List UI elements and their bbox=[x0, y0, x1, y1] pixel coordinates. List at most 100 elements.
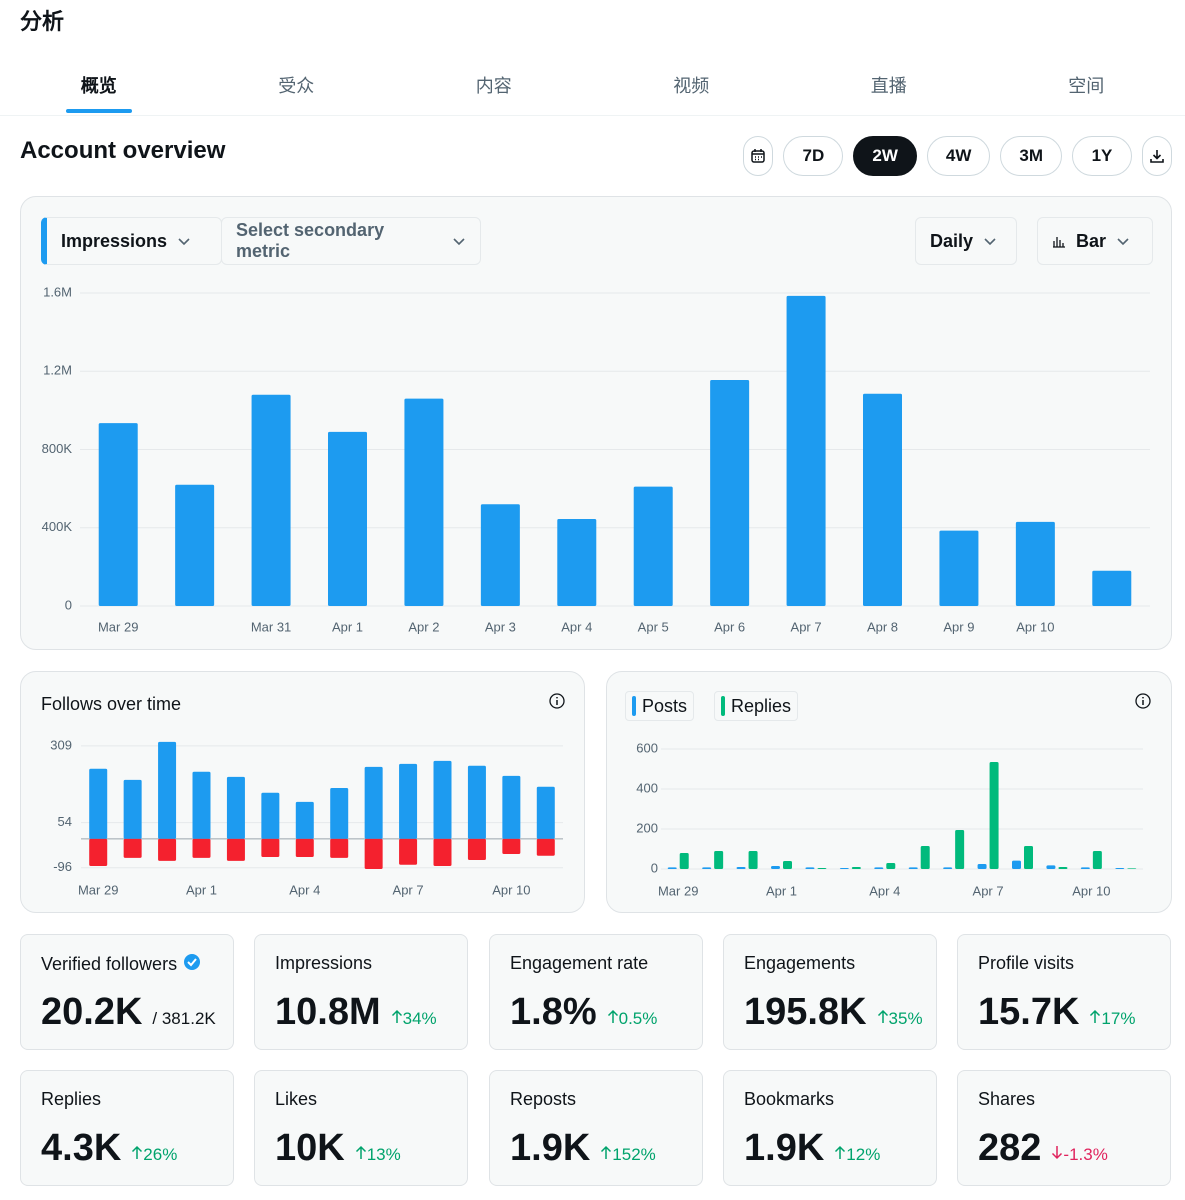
legend-item: Posts bbox=[625, 691, 695, 721]
card-label: Verified followers bbox=[41, 953, 201, 976]
change-arrow bbox=[1089, 1009, 1101, 1028]
card-value-row: 1.9K 12% bbox=[744, 1127, 880, 1170]
stat-card: Impressions 10.8M 34% bbox=[254, 934, 468, 1050]
change-arrow bbox=[1051, 1145, 1063, 1164]
card-value-row: 10.8M 34% bbox=[275, 991, 437, 1034]
stat-card: Reposts 1.9K 152% bbox=[489, 1070, 703, 1186]
change-value: 35% bbox=[888, 1009, 923, 1028]
card-value-row: 4.3K 26% bbox=[41, 1127, 177, 1170]
card-value-row: 282 -1.3% bbox=[978, 1127, 1108, 1170]
card-label-text: Replies bbox=[41, 1089, 102, 1109]
secondary-metric-dropdown[interactable]: Select secondary metric bbox=[221, 217, 481, 265]
card-change: 34% bbox=[391, 1009, 437, 1029]
card-label: Shares bbox=[978, 1089, 1035, 1110]
card-value-row: 1.8% 0.5% bbox=[510, 991, 657, 1034]
legend-item: Replies bbox=[714, 691, 799, 721]
card-change: 0.5% bbox=[607, 1009, 658, 1029]
stat-card: Profile visits 15.7K 17% bbox=[957, 934, 1171, 1050]
card-value: 20.2K bbox=[41, 991, 143, 1033]
range-button[interactable]: 3M bbox=[1000, 136, 1062, 176]
card-label-text: Impressions bbox=[275, 953, 373, 973]
card-change: 35% bbox=[877, 1009, 923, 1029]
change-value: 17% bbox=[1101, 1009, 1136, 1028]
stat-card: Verified followers 20.2K / 381.2K bbox=[20, 934, 234, 1050]
card-value-row: 15.7K 17% bbox=[978, 991, 1135, 1034]
card-label-text: Shares bbox=[978, 1089, 1036, 1109]
change-value: 34% bbox=[402, 1009, 437, 1028]
card-value: 1.9K bbox=[744, 1127, 825, 1169]
dropdown-label: Daily bbox=[930, 230, 974, 251]
stat-card: Bookmarks 1.9K 12% bbox=[723, 1070, 937, 1186]
card-label-text: Likes bbox=[275, 1089, 318, 1109]
card-label-text: Engagement rate bbox=[510, 953, 649, 973]
card-change: 12% bbox=[834, 1145, 880, 1165]
change-arrow bbox=[355, 1145, 367, 1164]
change-value: 0.5% bbox=[618, 1009, 658, 1028]
card-change: 13% bbox=[355, 1145, 401, 1165]
change-value: 152% bbox=[612, 1145, 656, 1164]
card-label: Engagement rate bbox=[510, 953, 648, 974]
change-value: 13% bbox=[366, 1145, 401, 1164]
stat-card: Engagements 195.8K 35% bbox=[723, 934, 937, 1050]
stat-card: Shares 282 -1.3% bbox=[957, 1070, 1171, 1186]
stat-card: Engagement rate 1.8% 0.5% bbox=[489, 934, 703, 1050]
interval-dropdown[interactable]: Daily bbox=[915, 217, 1017, 265]
card-value-row: 195.8K 35% bbox=[744, 991, 923, 1034]
tab[interactable]: 直播 bbox=[870, 76, 907, 96]
card-label: Engagements bbox=[744, 953, 855, 974]
dropdown-label: Impressions bbox=[61, 230, 168, 251]
legend-label: Replies bbox=[731, 695, 792, 716]
legend: Posts Replies bbox=[625, 691, 799, 721]
page-title: 分析 bbox=[20, 9, 65, 34]
card-value: 4.3K bbox=[41, 1127, 122, 1169]
card-label: Bookmarks bbox=[744, 1089, 834, 1110]
range-button[interactable]: 2W bbox=[853, 136, 917, 176]
info-icon[interactable] bbox=[548, 692, 566, 710]
range-button[interactable]: 1Y bbox=[1072, 136, 1132, 176]
panel-title: Follows over time bbox=[41, 694, 182, 714]
change-arrow bbox=[877, 1009, 889, 1028]
calendar-button[interactable] bbox=[743, 136, 774, 176]
card-label: Profile visits bbox=[978, 953, 1074, 974]
card-value: 10.8M bbox=[275, 991, 381, 1033]
card-total: / 381.2K bbox=[152, 1009, 216, 1028]
chart-style-dropdown[interactable]: Bar bbox=[1037, 217, 1153, 265]
card-label: Reposts bbox=[510, 1089, 576, 1110]
card-value: 15.7K bbox=[978, 991, 1080, 1033]
card-value-row: 1.9K 152% bbox=[510, 1127, 656, 1170]
card-change: 152% bbox=[600, 1145, 656, 1165]
dropdown-label: Bar bbox=[1076, 230, 1107, 251]
change-value: 12% bbox=[846, 1145, 881, 1164]
info-icon[interactable] bbox=[1134, 692, 1152, 710]
legend-swatch bbox=[721, 696, 726, 716]
range-button[interactable]: 4W bbox=[926, 136, 991, 176]
download-button[interactable] bbox=[1142, 136, 1172, 176]
range-button[interactable]: 7D bbox=[783, 136, 844, 176]
tab[interactable]: 受众 bbox=[278, 76, 315, 96]
change-value: -1.3% bbox=[1063, 1145, 1108, 1164]
change-arrow bbox=[391, 1009, 403, 1028]
tab[interactable]: 视频 bbox=[673, 76, 710, 96]
change-arrow bbox=[600, 1145, 612, 1164]
stat-card: Replies 4.3K 26% bbox=[20, 1070, 234, 1186]
posts-panel: Posts Replies bbox=[606, 671, 1172, 913]
tab[interactable]: 概览 bbox=[0, 66, 198, 115]
stat-card: Likes 10K 13% bbox=[254, 1070, 468, 1186]
change-arrow bbox=[131, 1145, 143, 1164]
change-arrow bbox=[834, 1145, 846, 1164]
card-label-text: Engagements bbox=[744, 953, 856, 973]
card-change: -1.3% bbox=[1051, 1145, 1108, 1165]
card-label-text: Bookmarks bbox=[744, 1089, 835, 1109]
legend-swatch bbox=[632, 696, 636, 716]
tab[interactable]: 空间 bbox=[1068, 76, 1105, 96]
primary-metric-dropdown[interactable]: Impressions bbox=[41, 217, 222, 265]
card-value-row: 10K 13% bbox=[275, 1127, 401, 1170]
change-value: 26% bbox=[143, 1145, 178, 1164]
card-value: 282 bbox=[978, 1127, 1042, 1169]
card-value: 10K bbox=[275, 1127, 345, 1169]
card-label-text: Verified followers bbox=[41, 954, 178, 974]
legend-label: Posts bbox=[642, 695, 688, 716]
card-label-text: Profile visits bbox=[978, 953, 1075, 973]
tab[interactable]: 内容 bbox=[475, 76, 512, 96]
